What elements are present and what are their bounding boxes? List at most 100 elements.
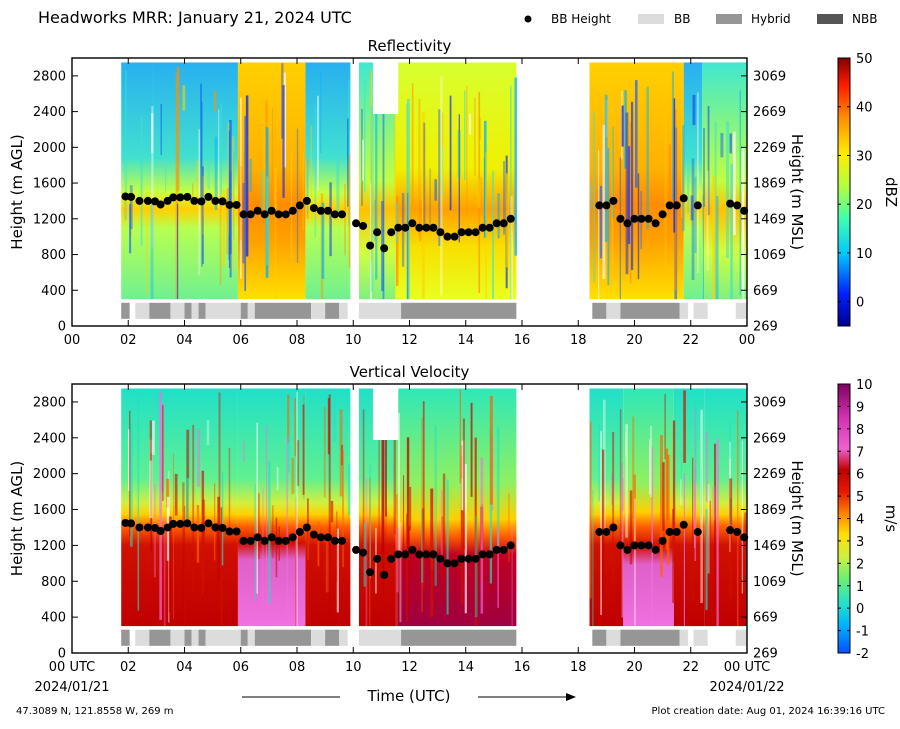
bb-height-point: [253, 533, 262, 542]
x-tick-label: 00: [64, 333, 81, 348]
reflectivity-panel: Reflectivity0400800120016002000240028002…: [8, 37, 900, 348]
bb-height-point: [623, 219, 632, 228]
bb-height-point: [478, 223, 487, 232]
y-right-tick-label: 1869: [753, 177, 786, 192]
bb-height-point: [726, 199, 735, 208]
y-tick-label: 2400: [33, 431, 66, 446]
y-tick-label: 400: [41, 611, 66, 626]
colorbar-tick-label: 9: [856, 400, 864, 415]
colorbar-tick-label: -1: [856, 625, 869, 640]
bb-type-segment: [149, 302, 171, 319]
vertical-velocity-panel: Vertical Velocity04008001200160020002400…: [8, 363, 900, 695]
y-tick-label: 2000: [33, 467, 66, 482]
bb-height-point: [232, 200, 241, 209]
y-tick-label: 2400: [33, 105, 66, 120]
bb-height-point: [211, 523, 220, 532]
bb-height-point: [595, 527, 604, 536]
bb-type-segment: [247, 629, 255, 646]
bb-height-point: [733, 527, 742, 536]
x-tick-label: 20: [626, 660, 643, 675]
bb-type-segment: [198, 302, 206, 319]
bb-type-segment: [592, 302, 607, 319]
x-tick-label: 10: [345, 660, 362, 675]
bb-height-point: [630, 541, 639, 550]
y-axis-label-right: Height (m MSL): [788, 460, 806, 576]
bb-height-point: [169, 193, 178, 202]
bb-height-point: [422, 550, 431, 559]
bb-height-point: [609, 196, 618, 205]
heatmap-data: [72, 384, 747, 653]
bb-height-point: [338, 210, 346, 219]
bb-height-point: [436, 554, 445, 563]
x-date-start: 2024/01/21: [35, 680, 110, 695]
bb-height-point: [359, 221, 368, 230]
bb-height-point: [644, 214, 653, 223]
x-axis-label: Time (UTC): [367, 687, 451, 705]
bb-height-point: [506, 541, 515, 550]
creation-date: Plot creation date: Aug 01, 2024 16:39:1…: [652, 706, 885, 717]
bb-height-point: [204, 519, 213, 528]
bb-height-point: [478, 550, 487, 559]
bb-height-point: [295, 201, 304, 210]
y-right-tick-label: 1069: [753, 248, 786, 263]
y-axis-label-right: Height (m MSL): [788, 134, 806, 250]
bb-height-point: [443, 559, 452, 568]
legend-label: Hybrid: [751, 12, 791, 26]
bb-height-point: [281, 536, 290, 545]
colorbar-tick-label: 3: [856, 535, 864, 550]
bb-height-point: [323, 206, 332, 215]
bb-height-point: [373, 228, 382, 237]
y-tick-label: 2000: [33, 141, 66, 156]
bb-type-segment: [401, 302, 517, 319]
bb-height-point: [602, 201, 611, 210]
bb-height-point: [197, 523, 206, 532]
bb-type-segment: [240, 302, 248, 319]
bb-height-point: [665, 201, 674, 210]
y-tick-label: 1600: [33, 503, 66, 518]
y-right-tick-label: 2269: [753, 467, 786, 482]
bb-height-point: [464, 228, 473, 237]
bb-type-segment: [184, 629, 192, 646]
bb-height-point: [740, 533, 749, 542]
bb-height-point: [302, 523, 311, 532]
x-tick-label: 08: [289, 660, 306, 675]
bb-height-point: [267, 206, 276, 215]
x-tick-label: 10: [345, 333, 362, 348]
bb-height-point: [156, 527, 165, 536]
bb-height-point: [204, 192, 213, 201]
bb-height-point: [616, 541, 625, 550]
x-tick-label: 12: [401, 333, 418, 348]
bb-height-point: [429, 223, 438, 232]
bb-height-point: [651, 545, 660, 554]
bb-height-point: [387, 228, 396, 237]
heatmap-data: [72, 58, 747, 326]
bb-height-point: [464, 554, 473, 563]
bb-height-point: [330, 536, 339, 545]
bb-height-point: [218, 197, 227, 206]
legend-swatch-bb: [638, 14, 664, 24]
x-tick-label: 06: [232, 660, 249, 675]
x-tick-label: 20: [626, 333, 643, 348]
bb-height-point: [616, 214, 625, 223]
bb-height-point: [457, 554, 466, 563]
bb-height-point: [260, 210, 269, 219]
y-tick-label: 1200: [33, 539, 66, 554]
bb-height-point: [295, 527, 304, 536]
bb-type-segment: [247, 302, 255, 319]
bb-height-point: [429, 550, 438, 559]
y-tick-label: 800: [41, 248, 66, 263]
bb-type-segment: [679, 629, 688, 646]
bb-type-segment: [358, 629, 402, 646]
bb-height-point: [232, 527, 241, 536]
colorbar-label: m/s: [882, 505, 900, 533]
bb-height-point: [623, 545, 632, 554]
bb-height-point: [323, 533, 332, 542]
y-right-tick-label: 669: [753, 284, 778, 299]
bb-height-point: [457, 228, 466, 237]
bb-height-point: [679, 520, 688, 529]
y-right-tick-label: 269: [753, 647, 778, 662]
bb-height-point: [651, 219, 660, 228]
y-tick-label: 0: [58, 320, 66, 335]
bb-height-point: [733, 201, 742, 210]
